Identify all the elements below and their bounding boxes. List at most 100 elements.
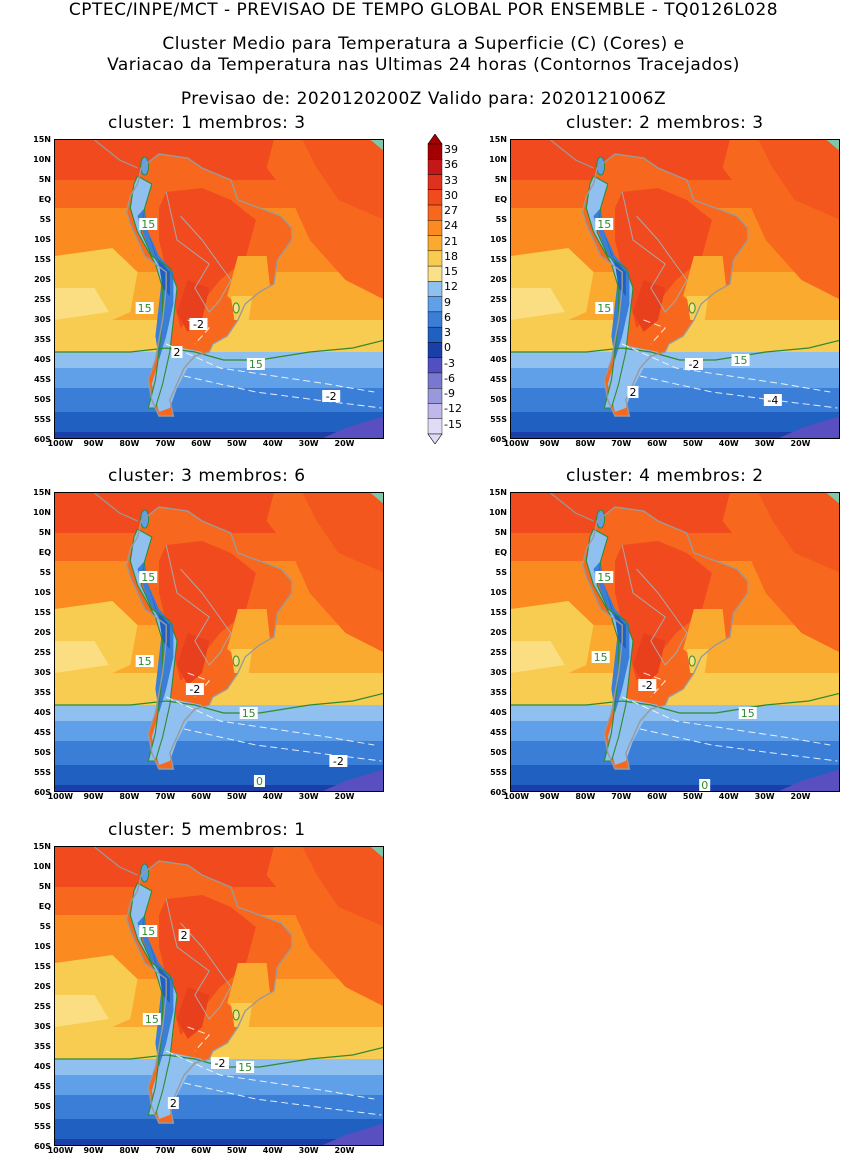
colorbar-level-label: 6 [444, 310, 451, 324]
lon-tick-label: 30W [754, 439, 775, 448]
lat-tick-label: 20S [490, 628, 507, 637]
lat-tick-label: 40S [490, 708, 507, 717]
contour-label: 15 [246, 358, 265, 371]
lat-tick-label: 15S [34, 962, 51, 971]
lat-tick-label: 5S [39, 922, 51, 931]
contour-label-text: 2 [629, 386, 636, 399]
contour-label-text: -2 [688, 358, 699, 371]
lon-tick-label: 80W [119, 792, 140, 801]
lat-tick-label: 40S [34, 708, 51, 717]
colorbar-level-label: -12 [444, 402, 462, 416]
contour-label: 15 [139, 218, 158, 231]
contour-label: -2 [322, 390, 341, 403]
lat-tick-label: 20S [34, 628, 51, 637]
contour-label: 0 [699, 779, 711, 791]
lon-tick-label: 70W [155, 792, 176, 801]
lon-tick-label: 20W [334, 1146, 355, 1155]
lon-tick-label: 50W [226, 439, 247, 448]
lat-tick-label: 45S [490, 728, 507, 737]
temperature-map: 15 15 -2 2 15 -2 [55, 140, 383, 438]
lon-tick-label: 20W [334, 792, 355, 801]
colorbar-bottom-arrow [427, 433, 443, 444]
colorbar-swatch [427, 250, 443, 267]
contour-label-text: 15 [249, 358, 263, 371]
lat-tick-label: 55S [34, 415, 51, 424]
contour-label-text: 15 [734, 354, 748, 367]
cluster-title-4: cluster: 4 membros: 2 [566, 466, 764, 486]
lat-tick-label: 50S [34, 748, 51, 757]
cluster-map-5: 15 2 15 -2 15 2 [54, 846, 384, 1146]
lat-tick-label: 45S [34, 1082, 51, 1091]
lon-tick-label: 100W [503, 439, 530, 448]
lat-tick-label: 30S [34, 1022, 51, 1031]
colorbar-level-label: 3 [444, 326, 451, 340]
lat-tick-label: 10N [33, 862, 51, 871]
colorbar: 39 36 33 30 27 24 21 18 15 12 9 6 3 0 -3 -6 -9 -12 -15 [426, 134, 476, 444]
lon-tick-label: 70W [611, 792, 632, 801]
lat-tick-label: 55S [490, 768, 507, 777]
contour-label: -2 [211, 1057, 229, 1070]
contour-label-text: -4 [767, 394, 778, 407]
colorbar-swatches [427, 134, 443, 444]
lat-tick-label: 15S [490, 255, 507, 264]
colorbar-level-label: 12 [444, 280, 458, 294]
contour-label: -4 [763, 394, 782, 407]
cluster-map-1: 15 15 -2 2 15 -2 [54, 139, 384, 439]
contour-label-text: 2 [181, 929, 188, 942]
contour-label-text: -2 [642, 679, 653, 692]
colorbar-swatch [427, 204, 443, 221]
colorbar-swatch [427, 418, 443, 435]
lon-tick-label: 40W [718, 439, 739, 448]
lat-tick-label: 10S [34, 235, 51, 244]
colorbar-swatch [427, 388, 443, 404]
colorbar-swatch [427, 174, 443, 190]
colorbar-swatch [427, 326, 443, 343]
lat-tick-label: 40S [490, 355, 507, 364]
lon-tick-label: 100W [47, 1146, 74, 1155]
lat-tick-label: 35S [34, 1042, 51, 1051]
colorbar-swatch [427, 235, 443, 252]
lat-tick-label: 50S [34, 1102, 51, 1111]
colorbar-swatch [427, 265, 443, 282]
lat-tick-label: 15N [33, 842, 51, 851]
colorbar-swatch [427, 189, 443, 206]
lat-tick-label: 30S [490, 668, 507, 677]
contour-label-text: 15 [597, 302, 611, 315]
lat-tick-label: 40S [34, 1062, 51, 1071]
colorbar-level-label: 39 [444, 143, 458, 156]
colorbar-swatch [427, 159, 443, 175]
lon-tick-label: 100W [503, 792, 530, 801]
colorbar-level-label: 36 [444, 158, 458, 172]
lat-tick-label: 60S [34, 788, 51, 797]
contour-label-text: -2 [193, 318, 204, 331]
lat-tick-label: 50S [490, 748, 507, 757]
lat-tick-label: 25S [34, 1002, 51, 1011]
colorbar-level-label: 33 [444, 173, 458, 187]
contour-label-text: 15 [242, 707, 256, 720]
lon-tick-label: 80W [575, 439, 596, 448]
lat-tick-label: 40S [34, 355, 51, 364]
lat-tick-label: 60S [34, 435, 51, 444]
lat-tick-label: 35S [490, 335, 507, 344]
lat-tick-label: 45S [490, 375, 507, 384]
lon-tick-label: 60W [647, 792, 668, 801]
lat-tick-label: 15N [33, 135, 51, 144]
lat-tick-label: 5N [38, 175, 51, 184]
lat-tick-label: 15N [489, 135, 507, 144]
lat-tick-label: 15S [490, 608, 507, 617]
lat-tick-label: EQ [38, 548, 51, 557]
lon-tick-label: 90W [83, 1146, 104, 1155]
lat-tick-label: 20S [34, 275, 51, 284]
lat-tick-label: 35S [490, 688, 507, 697]
main-title: CPTEC/INPE/MCT - PREVISAO DE TEMPO GLOBA… [68, 0, 779, 20]
colorbar-level-label: 18 [444, 249, 458, 263]
contour-label: 15 [738, 707, 757, 720]
cluster-title-1: cluster: 1 membros: 3 [108, 113, 306, 133]
contour-label-text: 15 [141, 925, 155, 938]
lon-tick-label: 60W [191, 792, 212, 801]
colorbar-swatch [427, 357, 443, 374]
lat-tick-label: 25S [34, 295, 51, 304]
lat-tick-label: 10N [33, 508, 51, 517]
cluster-map-3: 15 15 -2 15 -2 0 [54, 492, 384, 792]
contour-label: 15 [139, 925, 158, 938]
